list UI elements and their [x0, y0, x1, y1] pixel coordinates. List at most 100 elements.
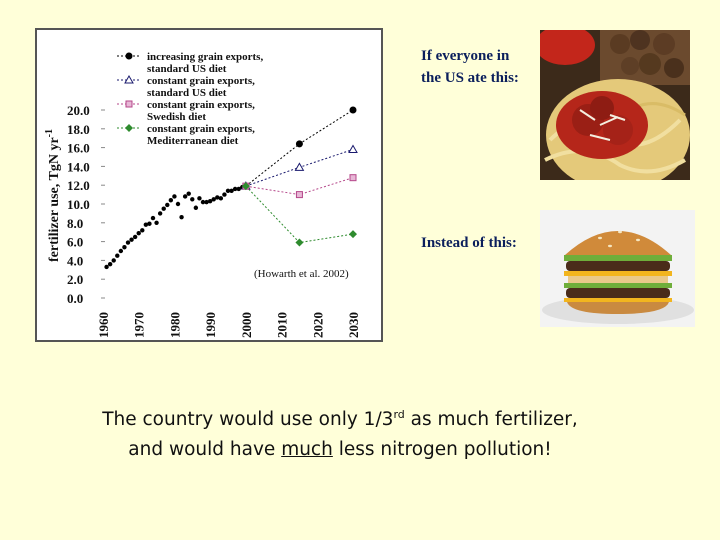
historical-point: [132, 234, 138, 240]
historical-point: [197, 196, 202, 201]
conclusion-line1-start: The country would use only 1/3: [102, 409, 394, 431]
historical-point: [236, 186, 241, 192]
historical-point: [211, 197, 216, 202]
y-tick-label: 14.0: [67, 159, 90, 174]
x-tick-label: 1960: [96, 312, 111, 338]
historical-point: [157, 211, 163, 216]
historical-point: [193, 205, 199, 210]
projection-lines: [245, 109, 354, 244]
x-tick-label: 1980: [167, 312, 182, 338]
historical-point: [136, 230, 141, 236]
legend-marker: [124, 74, 134, 84]
historical-point: [232, 186, 238, 192]
historical-point: [168, 198, 174, 203]
historical-point: [104, 264, 109, 270]
projection-marker: [349, 230, 357, 239]
historical-point: [186, 191, 191, 196]
y-tick-label: 10.0: [67, 197, 90, 212]
y-tick-label: 16.0: [67, 141, 90, 156]
y-tick-label: 4.0: [67, 253, 83, 268]
conclusion-emphasis: much: [281, 439, 333, 461]
historical-point: [172, 194, 177, 199]
legend-label: constant grain exports,: [147, 123, 255, 135]
conclusion-line1-end: as much fertilizer,: [404, 409, 578, 431]
historical-series: [104, 183, 249, 270]
historical-point: [125, 240, 131, 245]
projection-marker: [349, 174, 357, 182]
x-tick-label: 1990: [203, 312, 218, 338]
legend: increasing grain exports,standard US die…: [117, 51, 263, 147]
projection-line: [245, 109, 354, 187]
conclusion-superscript: rd: [393, 408, 405, 421]
y-tick-label: 8.0: [67, 216, 83, 231]
historical-point: [147, 221, 152, 226]
conclusion-text: The country would use only 1/3rd as much…: [40, 400, 640, 465]
historical-point: [179, 214, 184, 220]
historical-point: [122, 245, 127, 250]
y-tick-label: 12.0: [67, 178, 90, 193]
projection-marker: [295, 191, 303, 199]
x-tick-label: 2020: [310, 312, 325, 338]
historical-point: [229, 188, 234, 194]
historical-point: [161, 206, 166, 211]
historical-point: [218, 196, 224, 201]
historical-point: [150, 215, 156, 221]
historical-point: [118, 248, 124, 254]
y-tick-label: 18.0: [67, 122, 90, 137]
projection-marker: [295, 238, 304, 247]
legend-label: increasing grain exports,: [147, 51, 263, 63]
caption-top-line1: If everyone in: [421, 48, 510, 64]
y-axis-ticks: 20.0 18.0 16.0 14.0 12.0 10.0 8.0 6.0 4.0 2.0 0.0: [67, 103, 105, 306]
historical-point: [200, 199, 206, 205]
projection-markers: [240, 106, 358, 247]
y-axis-label: fertilizer use, TgN yr-1: [44, 129, 62, 262]
legend-label: constant grain exports,: [147, 99, 255, 111]
projection-marker: [348, 144, 358, 153]
historical-point: [115, 253, 120, 258]
historical-point: [204, 199, 209, 205]
legend-marker: [125, 100, 133, 108]
x-axis-ticks: 1960 1970 1980 1990 2000 2010 2020 2030: [96, 312, 361, 338]
historical-point: [190, 197, 195, 202]
pasta-meatballs-image: [535, 25, 690, 191]
x-tick-label: 2010: [275, 312, 290, 338]
y-tick-label: 0.0: [67, 291, 83, 306]
x-tick-label: 2030: [346, 312, 361, 338]
legend-label: standard US diet: [147, 87, 227, 99]
projection-marker: [295, 140, 303, 148]
historical-point: [140, 228, 145, 233]
historical-point: [165, 202, 170, 208]
legend-marker: [125, 124, 133, 132]
projection-marker: [294, 162, 305, 171]
conclusion-line1: The country would use only 1/3rd as much…: [40, 400, 640, 435]
legend-marker: [125, 52, 133, 60]
x-tick-label: 2000: [239, 312, 254, 338]
conclusion-line2: and would have much less nitrogen pollut…: [40, 435, 640, 465]
legend-label: constant grain exports,: [147, 75, 255, 87]
historical-point: [107, 261, 113, 267]
historical-point: [207, 198, 213, 204]
chart-svg: 20.018.016.014.012.010.08.06.04.02.00.0 …: [44, 51, 361, 338]
historical-point: [129, 237, 134, 242]
historical-point: [111, 258, 116, 263]
y-tick-label: 6.0: [67, 235, 83, 250]
historical-point: [182, 194, 188, 199]
x-tick-label: 1970: [132, 312, 147, 338]
legend-label: Swedish diet: [147, 111, 206, 123]
citation: (Howarth et al. 2002): [254, 268, 349, 280]
historical-point: [225, 188, 231, 194]
caption-top-line2: the US ate this:: [421, 70, 519, 86]
legend-label: Mediterranean diet: [147, 135, 239, 147]
legend-label: standard US diet: [147, 63, 227, 75]
conclusion-line2-end: less nitrogen pollution!: [332, 439, 552, 461]
burger-image: [540, 210, 695, 327]
historical-point: [143, 222, 149, 227]
historical-point: [154, 220, 159, 225]
y-tick-label: 20.0: [67, 103, 90, 118]
fertilizer-chart: 20.0 18.0 16.0 14.0 12.0 10.0 8.0 6.0 4.0 2.0 0.0 …: [35, 28, 383, 342]
caption-bottom: Instead of this:: [421, 235, 517, 251]
projection-marker: [241, 182, 250, 191]
y-tick-label: 2.0: [67, 272, 83, 287]
historical-point: [215, 195, 220, 200]
historical-point: [175, 201, 181, 207]
